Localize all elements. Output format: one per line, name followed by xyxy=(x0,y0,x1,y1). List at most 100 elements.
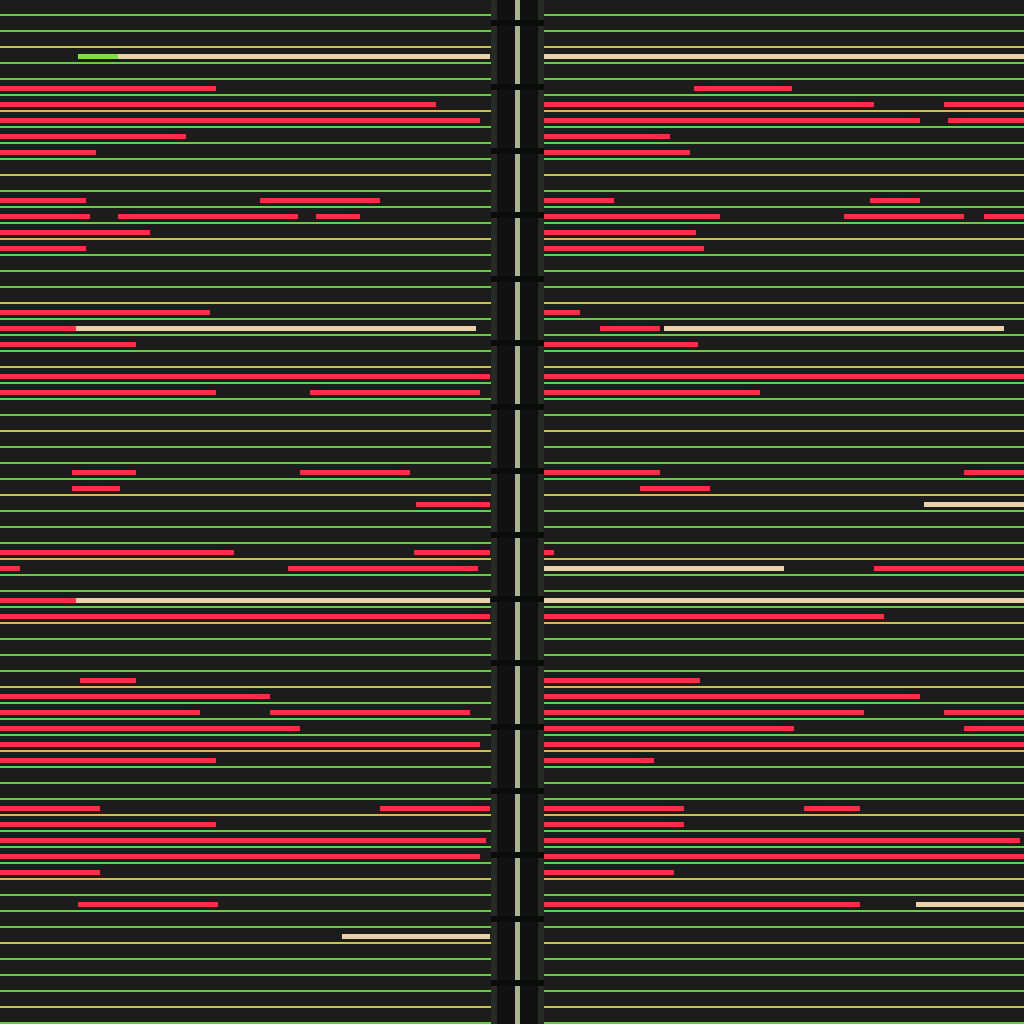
red-highlight-segment xyxy=(544,806,684,811)
red-highlight-segment xyxy=(600,326,660,331)
stripe-gridline xyxy=(0,862,491,864)
stripe-gridline xyxy=(0,654,491,656)
right-stripe-row xyxy=(544,224,1024,240)
right-stripe-row xyxy=(544,352,1024,368)
stripe-gridline xyxy=(0,14,491,16)
right-stripe-row xyxy=(544,512,1024,528)
right-stripe-row xyxy=(544,192,1024,208)
red-highlight-segment xyxy=(544,694,920,699)
left-stripe-row xyxy=(0,32,491,48)
stripe-gridline xyxy=(544,878,1024,880)
stripe-gridline xyxy=(544,302,1024,304)
right-stripe-row xyxy=(544,928,1024,944)
center-divider xyxy=(491,0,544,1024)
stripe-gridline xyxy=(544,254,1024,256)
left-stripe-row xyxy=(0,528,491,544)
stripe-gridline xyxy=(544,334,1024,336)
stripe-gridline xyxy=(544,46,1024,48)
right-stripe-row xyxy=(544,688,1024,704)
left-stripe-row xyxy=(0,256,491,272)
stripe-gridline xyxy=(544,430,1024,432)
left-stripe-row xyxy=(0,864,491,880)
red-highlight-segment xyxy=(0,230,150,235)
red-highlight-segment xyxy=(640,486,710,491)
stripe-gridline xyxy=(0,238,491,240)
stripe-gridline xyxy=(0,1022,491,1024)
right-stripe-row xyxy=(544,944,1024,960)
stripe-gridline xyxy=(0,254,491,256)
stripe-gridline xyxy=(0,750,491,752)
red-highlight-segment xyxy=(544,710,864,715)
stripe-gridline xyxy=(544,910,1024,912)
right-stripe-row xyxy=(544,800,1024,816)
stripe-gridline xyxy=(0,126,491,128)
divider-notch xyxy=(491,596,544,602)
red-highlight-segment xyxy=(944,102,1024,107)
stripe-gridline xyxy=(544,974,1024,976)
red-highlight-segment xyxy=(948,118,1024,123)
stripe-gridline xyxy=(544,222,1024,224)
divider-notch xyxy=(491,852,544,858)
red-highlight-segment xyxy=(544,758,654,763)
right-stripe-row xyxy=(544,672,1024,688)
right-stripe-row xyxy=(544,176,1024,192)
left-stripe-row xyxy=(0,272,491,288)
red-highlight-segment xyxy=(380,806,490,811)
beige-highlight-segment xyxy=(544,54,1024,59)
stripe-gridline xyxy=(544,942,1024,944)
stripe-gridline xyxy=(544,478,1024,480)
left-stripe-row xyxy=(0,352,491,368)
stripe-gridline xyxy=(544,574,1024,576)
stripe-gridline xyxy=(0,718,491,720)
red-highlight-segment xyxy=(0,326,76,331)
stripe-gridline xyxy=(544,702,1024,704)
stripe-gridline xyxy=(544,206,1024,208)
stripe-gridline xyxy=(544,958,1024,960)
right-stripe-row xyxy=(544,544,1024,560)
red-highlight-segment xyxy=(0,118,480,123)
right-stripe-row xyxy=(544,880,1024,896)
right-stripe-row xyxy=(544,560,1024,576)
right-stripe-row xyxy=(544,992,1024,1008)
stripe-gridline xyxy=(544,62,1024,64)
left-stripe-row xyxy=(0,240,491,256)
red-highlight-segment xyxy=(544,310,580,315)
stripe-gridline xyxy=(544,734,1024,736)
left-stripe-row xyxy=(0,48,491,64)
divider-notch xyxy=(491,20,544,26)
right-stripe-row xyxy=(544,368,1024,384)
right-stripe-row xyxy=(544,528,1024,544)
stripe-gridline xyxy=(0,318,491,320)
red-highlight-segment xyxy=(804,806,860,811)
divider-notch xyxy=(491,980,544,986)
stripe-gridline xyxy=(0,686,491,688)
stripe-gridline xyxy=(0,670,491,672)
right-stripe-row xyxy=(544,128,1024,144)
right-stripe-row xyxy=(544,96,1024,112)
stripe-gridline xyxy=(0,894,491,896)
stripe-gridline xyxy=(544,366,1024,368)
stripe-gridline xyxy=(544,686,1024,688)
stripe-gridline xyxy=(0,734,491,736)
red-highlight-segment xyxy=(288,566,478,571)
red-highlight-segment xyxy=(0,710,200,715)
beige-highlight-segment xyxy=(664,326,1004,331)
red-highlight-segment xyxy=(0,838,486,843)
stripe-gridline xyxy=(544,510,1024,512)
right-stripe-row xyxy=(544,208,1024,224)
right-stripe-row xyxy=(544,864,1024,880)
right-stripe-row xyxy=(544,304,1024,320)
red-highlight-segment xyxy=(984,214,1024,219)
red-highlight-segment xyxy=(0,598,76,603)
red-highlight-segment xyxy=(118,214,298,219)
red-highlight-segment xyxy=(0,726,300,731)
stripe-gridline xyxy=(0,174,491,176)
stripe-gridline xyxy=(0,286,491,288)
red-highlight-segment xyxy=(0,854,480,859)
red-highlight-segment xyxy=(544,150,690,155)
beige-highlight-segment xyxy=(544,566,784,571)
stripe-gridline xyxy=(0,46,491,48)
left-stripe-row xyxy=(0,640,491,656)
stripe-gridline xyxy=(544,638,1024,640)
stripe-gridline xyxy=(0,62,491,64)
